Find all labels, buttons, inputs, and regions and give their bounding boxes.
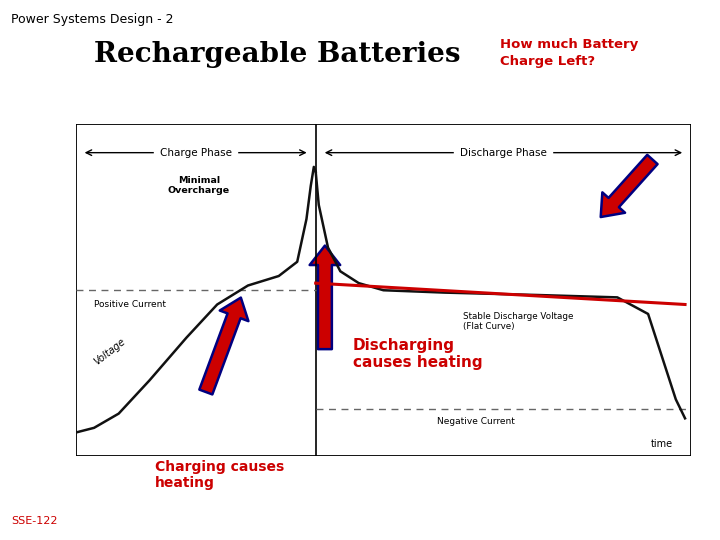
Text: Charging causes
heating: Charging causes heating — [155, 460, 284, 490]
Text: Stable Discharge Voltage
(Flat Curve): Stable Discharge Voltage (Flat Curve) — [464, 312, 574, 331]
Text: Discharging
causes heating: Discharging causes heating — [353, 338, 482, 370]
Text: time: time — [651, 439, 672, 449]
Text: Negative Current: Negative Current — [437, 417, 515, 427]
FancyArrowPatch shape — [199, 298, 248, 394]
Text: SSE-122: SSE-122 — [11, 516, 58, 526]
Text: Positive Current: Positive Current — [94, 300, 166, 309]
Text: Charge Phase: Charge Phase — [160, 147, 232, 158]
Text: Voltage: Voltage — [92, 336, 127, 367]
Text: Discharge Phase: Discharge Phase — [460, 147, 547, 158]
Text: How much Battery: How much Battery — [500, 38, 639, 51]
Text: Power Systems Design - 2: Power Systems Design - 2 — [11, 14, 174, 26]
FancyArrowPatch shape — [600, 155, 657, 217]
FancyArrowPatch shape — [310, 246, 340, 349]
Text: Charge Left?: Charge Left? — [500, 55, 595, 68]
Text: Minimal
Overcharge: Minimal Overcharge — [168, 176, 230, 195]
Text: Rechargeable Batteries: Rechargeable Batteries — [94, 40, 460, 68]
